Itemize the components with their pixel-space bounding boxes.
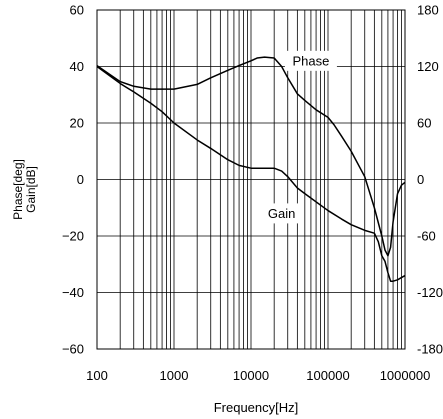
y-left-tick-label: 0 xyxy=(77,172,84,187)
phase-curve xyxy=(96,56,406,257)
y-left-tick-label: −60 xyxy=(62,342,84,357)
tick-labels: 100 1000 10000 100000 1000000 60 40 20 0 −20 −40 −6… xyxy=(62,3,443,384)
y-axis-title: Phase[deg] Gain[dB] xyxy=(11,159,38,220)
gain-label-text: Gain xyxy=(268,206,295,221)
x-tick-label: 10000 xyxy=(233,368,269,383)
gain-series-label: Gain xyxy=(259,203,304,224)
y-right-tick-label: -60 xyxy=(417,229,436,244)
y-left-tick-label: 60 xyxy=(70,3,84,18)
y-axis-title-gain: Gain[dB] xyxy=(24,166,38,213)
y-left-tick-label: −40 xyxy=(62,285,84,300)
x-tick-label: 100 xyxy=(86,368,108,383)
y-axis-title-phase: Phase[deg] xyxy=(11,159,25,220)
y-right-tick-label: 0 xyxy=(417,172,424,187)
x-tick-label: 100000 xyxy=(306,368,349,383)
y-left-tick-label: 20 xyxy=(70,116,84,131)
y-right-tick-label: 180 xyxy=(417,3,439,18)
data-series xyxy=(96,56,406,282)
phase-label-box xyxy=(284,50,337,71)
x-tick-label: 1000000 xyxy=(380,368,431,383)
y-right-tick-label: -120 xyxy=(417,285,443,300)
y-left-tick-label: 40 xyxy=(70,59,84,74)
phase-label-text: Phase xyxy=(292,53,329,68)
gain-curve xyxy=(96,65,406,282)
phase-series-label: Phase xyxy=(284,50,337,71)
plot-frame xyxy=(96,9,406,350)
gain-label-box xyxy=(259,203,304,224)
x-tick-label: 1000 xyxy=(160,368,189,383)
y-left-tick-label: −20 xyxy=(62,229,84,244)
y-right-tick-label: 120 xyxy=(417,59,439,74)
y-right-tick-label: 60 xyxy=(417,116,431,131)
y-right-tick-label: -180 xyxy=(417,342,443,357)
x-axis-title: Frequency[Hz] xyxy=(214,400,299,415)
series-labels: Phase Gain xyxy=(259,50,337,224)
